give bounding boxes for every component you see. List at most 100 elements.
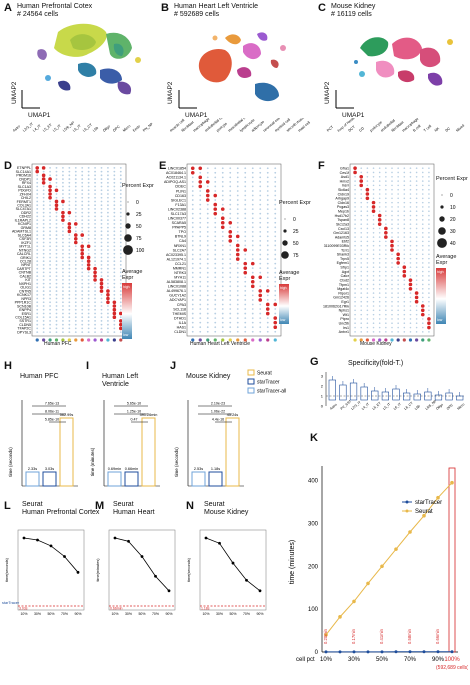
expression-dot [107,249,109,251]
expression-dot [94,170,96,173]
expression-dot [55,211,58,214]
expression-dot [409,188,412,191]
expression-dot [36,200,39,203]
expression-dot [366,262,369,264]
gene-label: NTRK3 [174,271,186,275]
expression-dot [107,308,109,311]
y-tick-label: 0 [315,650,319,656]
expression-dot [354,193,356,195]
expression-dot [251,244,254,247]
gene-label: THEMIS [172,312,186,316]
expression-dot [87,312,90,315]
expression-dot [74,331,77,334]
expression-dot [221,276,224,279]
expression-dot [266,317,269,320]
baseline-label: starTracer [2,601,20,605]
x-tick-label: 90% [74,612,81,616]
expression-dot [42,264,45,266]
expression-dot [100,181,103,184]
expression-dot [427,325,431,330]
expression-dot [74,204,77,207]
expression-dot [403,253,406,256]
category-label: PV_SST [340,399,353,410]
p-value-label: 8.06e-11 [45,410,59,414]
expression-dot [243,270,248,275]
cell-type-label: DC [445,126,452,133]
expression-dot [421,197,424,200]
expression-dot [409,275,412,277]
expression-dot [42,256,45,259]
expression-dot [62,320,64,322]
expression-dot [378,318,381,320]
expression-dot [55,278,58,281]
data-point-seurat [366,581,370,586]
expression-dot [87,196,90,199]
x-tick-label: 10% [202,612,209,616]
category-label: L4_IT [361,402,370,411]
gene-label: SLC47A1 [16,207,31,211]
expression-dot [428,279,430,281]
expression-dot [244,185,247,188]
expression-dot [206,244,209,247]
expression-dot [421,292,424,294]
expression-dot [421,184,424,187]
expression-dot [354,188,356,191]
expression-dot [191,285,194,288]
expression-dot [206,326,209,329]
expression-dot [391,171,393,174]
expression-dot [403,206,406,208]
expression-dot [408,278,413,282]
expression-dot [385,188,387,191]
color-scale-high: high [280,286,287,290]
expression-dot [74,327,77,330]
expression-dot [372,171,375,174]
expression-dot [100,327,103,330]
expression-dot [236,230,239,233]
bar-value-label: 1.18s [211,467,220,471]
expression-dot [366,240,369,243]
expression-dot [397,223,399,225]
expression-dot [236,190,239,192]
expression-dot [228,239,233,243]
expression-dot [94,327,96,330]
expression-dot [214,253,217,256]
expression-dot [403,184,406,187]
expression-dot [244,240,247,242]
expression-dot [385,296,387,299]
expression-dot [99,289,104,293]
expression-dot [378,257,381,260]
expression-dot [36,189,39,192]
y-axis-label: time (minutes) [289,540,296,584]
point-label: 0.20min [323,628,328,644]
expression-dot [87,215,90,218]
expression-dot [220,220,225,225]
group-color-dot [48,338,52,342]
expression-dot [378,206,381,208]
category-label: OPC [446,403,455,411]
expression-dot [74,189,77,192]
size-legend-label: 75 [136,236,142,242]
expression-dot [409,219,412,221]
expression-dot [191,294,194,297]
expression-dot [415,184,418,187]
expression-dot [397,283,399,286]
group-color-dot [427,338,431,342]
expression-dot [372,219,375,221]
data-point-seurat [422,513,426,518]
expression-dot [100,170,103,173]
expression-dot [94,252,96,255]
expression-dot [385,171,387,174]
expression-dot [206,176,209,179]
expression-dot [391,223,393,225]
gene-label: GRM8 [21,226,31,230]
expression-dot [214,276,217,279]
y-axis-label: time(seconds) [5,557,9,582]
gene-label: ADIPOQ-AS1 [164,180,186,184]
y-tick-label: 100 [308,607,319,613]
expression-dot [68,174,71,177]
expression-dot [266,244,269,247]
expression-dot [119,252,122,255]
expression-dot [408,282,413,287]
data-point-startracer [450,650,454,654]
y-tick-label: 1 [321,394,324,399]
